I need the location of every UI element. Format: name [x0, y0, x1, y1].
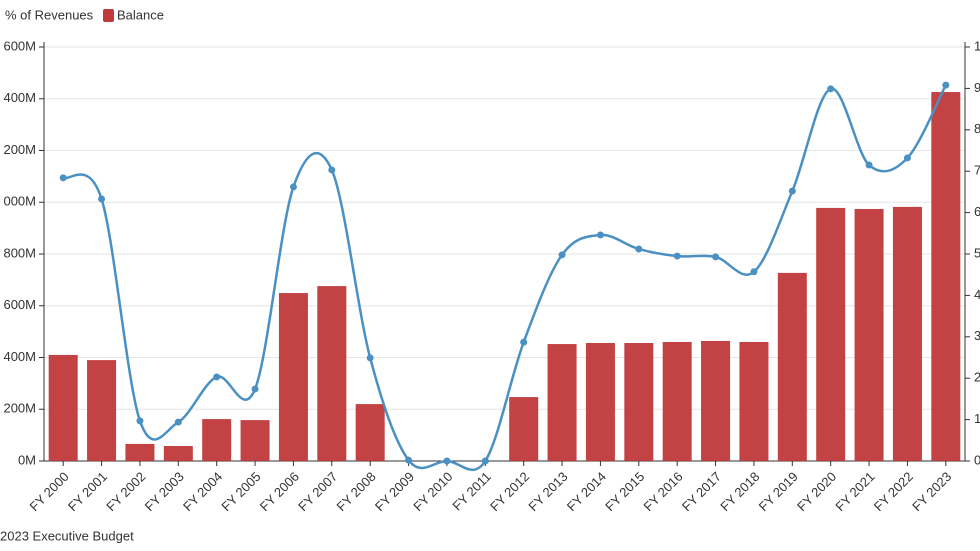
line-point — [366, 354, 374, 362]
line-point — [635, 245, 643, 253]
x-tick-label: FY 2009 — [372, 469, 417, 514]
bar — [931, 92, 961, 462]
y-tick-label: 600M — [3, 297, 36, 312]
bar — [585, 343, 615, 461]
y2-tick-label: 3 — [974, 328, 980, 343]
line-point — [251, 385, 259, 393]
bar — [163, 445, 193, 461]
x-tick-label: FY 2000 — [27, 469, 72, 514]
x-tick-label: FY 2007 — [295, 469, 340, 514]
bar — [662, 341, 692, 461]
bar — [777, 272, 807, 461]
x-tick-label: FY 2020 — [794, 469, 839, 514]
line-point — [865, 161, 873, 169]
x-tick-label: FY 2002 — [103, 469, 148, 514]
bar — [278, 293, 308, 461]
y2-tick-label: 8 — [974, 121, 980, 136]
bar — [355, 404, 385, 461]
y2-tick-label: 7 — [974, 163, 980, 178]
x-tick-label: FY 2022 — [871, 469, 916, 514]
bar — [816, 207, 846, 461]
line-point — [827, 85, 835, 93]
x-tick-label: FY 2003 — [142, 469, 187, 514]
x-tick-label: FY 2016 — [641, 469, 686, 514]
x-tick-label: FY 2010 — [410, 469, 455, 514]
y2-tick-label: 1 — [974, 411, 980, 426]
legend-bar-swatch — [103, 9, 114, 22]
bar — [892, 206, 922, 461]
line-point — [289, 183, 297, 191]
y-tick-label: 000M — [3, 194, 36, 209]
y2-tick-label: 2 — [974, 370, 980, 385]
line-point — [443, 457, 451, 465]
line-point — [673, 252, 681, 260]
legend-bar-label: Balance — [117, 7, 164, 22]
x-tick-label: FY 2015 — [602, 469, 647, 514]
line-point — [405, 456, 413, 464]
x-tick-label: FY 2018 — [717, 469, 762, 514]
x-tick-label: FY 2006 — [257, 469, 302, 514]
bar — [202, 419, 232, 461]
x-tick-label: FY 2012 — [487, 469, 532, 514]
bar — [48, 354, 78, 461]
bar — [547, 344, 577, 461]
x-tick-label: FY 2014 — [564, 469, 609, 514]
line-point — [558, 251, 566, 259]
x-tick-label: FY 2019 — [756, 469, 801, 514]
line-point — [520, 338, 528, 346]
line — [62, 84, 947, 471]
x-tick-label: FY 2001 — [65, 469, 110, 514]
bar — [317, 286, 347, 461]
bar — [125, 443, 155, 461]
line-point — [213, 373, 221, 381]
y2-tick-label: 4 — [974, 287, 980, 302]
y2-tick-label: 9 — [974, 80, 980, 95]
line-point — [98, 195, 106, 203]
y2-tick-label: 1 — [974, 38, 980, 53]
bar — [624, 343, 654, 461]
line-point — [903, 154, 911, 162]
line-point — [788, 187, 796, 195]
bar — [854, 208, 884, 461]
x-tick-label: FY 2011 — [449, 469, 494, 514]
x-tick-label: FY 2004 — [180, 469, 225, 514]
line-point — [942, 81, 950, 89]
source: 2023 Executive Budget — [0, 528, 134, 543]
line-point — [328, 166, 336, 174]
y-tick-label: 400M — [3, 349, 36, 364]
line-point — [596, 231, 604, 239]
legend-line-label: % of Revenues — [5, 7, 94, 22]
line-point — [174, 418, 182, 426]
line-point — [59, 174, 67, 182]
y2-tick-label: 0 — [974, 452, 980, 467]
y-tick-label: 0M — [18, 452, 36, 467]
x-tick-label: FY 2023 — [909, 469, 954, 514]
bar — [739, 341, 769, 461]
bar — [240, 420, 270, 461]
x-tick-label: FY 2021 — [832, 469, 877, 514]
line-point — [712, 253, 720, 261]
x-tick-label: FY 2008 — [334, 469, 379, 514]
y-tick-label: 200M — [3, 142, 36, 157]
x-tick-label: FY 2013 — [525, 469, 570, 514]
line-point — [136, 417, 144, 425]
x-tick-label: FY 2005 — [218, 469, 263, 514]
line-point — [750, 268, 758, 276]
bar — [509, 397, 539, 461]
y-tick-label: 600M — [3, 38, 36, 53]
x-tick-label: FY 2017 — [679, 469, 724, 514]
y2-tick-label: 5 — [974, 245, 980, 260]
bar — [701, 340, 731, 461]
y-tick-label: 800M — [3, 245, 36, 260]
y-tick-label: 200M — [3, 401, 36, 416]
line-point — [481, 457, 489, 465]
y2-tick-label: 6 — [974, 204, 980, 219]
y-tick-label: 400M — [3, 90, 36, 105]
bar — [87, 360, 117, 461]
